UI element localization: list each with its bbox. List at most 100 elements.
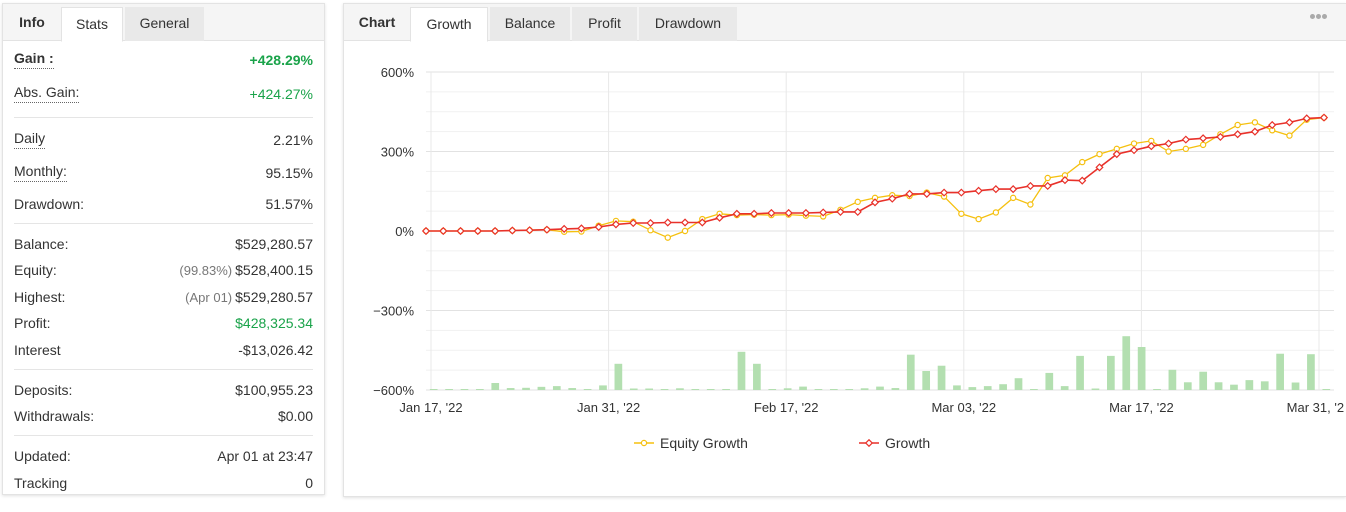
activity-bar bbox=[1214, 382, 1223, 390]
activity-bar bbox=[1183, 382, 1192, 390]
tab-profit[interactable]: Profit bbox=[572, 7, 637, 41]
activity-bar bbox=[968, 387, 977, 390]
activity-bar bbox=[460, 389, 469, 390]
growth-point bbox=[1147, 142, 1156, 151]
equity-growth-point bbox=[647, 227, 654, 234]
activity-bar bbox=[783, 388, 792, 390]
tab-stats[interactable]: Stats bbox=[61, 7, 123, 42]
activity-bar bbox=[1014, 378, 1023, 390]
growth-legend-marker bbox=[864, 438, 874, 448]
withdrawals-row: Withdrawals: $0.00 bbox=[14, 405, 313, 427]
growth-point bbox=[473, 226, 482, 236]
abs-gain-value: +424.27% bbox=[249, 86, 313, 102]
tab-general[interactable]: General bbox=[125, 7, 204, 41]
updated-row: Updated: Apr 01 at 23:47 bbox=[14, 445, 313, 467]
activity-bar bbox=[629, 388, 638, 390]
growth-point bbox=[801, 208, 811, 218]
growth-legend-label[interactable]: Growth bbox=[885, 435, 930, 451]
activity-bar bbox=[1260, 381, 1269, 390]
growth-point bbox=[922, 189, 931, 199]
growth-point bbox=[1181, 135, 1190, 144]
monthly-label[interactable]: Monthly: bbox=[14, 162, 67, 182]
equity-growth-point bbox=[1199, 141, 1207, 149]
growth-point bbox=[680, 218, 690, 227]
equity-growth-legend-label[interactable]: Equity Growth bbox=[660, 435, 748, 451]
stats-panel: Info Stats General Gain : +428.29% Abs. … bbox=[2, 3, 325, 495]
tab-drawdown[interactable]: Drawdown bbox=[639, 7, 737, 41]
x-tick-label: Jan 17, '22 bbox=[399, 400, 462, 415]
growth-point bbox=[939, 188, 949, 197]
tab-info[interactable]: Info bbox=[19, 14, 45, 30]
growth-point bbox=[646, 218, 655, 228]
interest-value: -$13,026.42 bbox=[238, 342, 313, 358]
equity-growth-point bbox=[992, 209, 1000, 216]
daily-row: Daily 2.21% bbox=[14, 129, 313, 151]
abs-gain-row: Abs. Gain: +424.27% bbox=[14, 83, 313, 105]
highest-value: $529,280.57 bbox=[235, 289, 313, 305]
growth-point bbox=[1250, 127, 1260, 136]
equity-percent: (99.83%) bbox=[179, 263, 233, 278]
growth-point bbox=[542, 225, 551, 234]
growth-point bbox=[629, 218, 638, 228]
activity-bar bbox=[937, 365, 946, 390]
activity-bar bbox=[799, 386, 807, 390]
daily-label[interactable]: Daily bbox=[14, 129, 46, 149]
equity-label: Equity: bbox=[14, 262, 57, 278]
growth-point bbox=[991, 185, 1000, 194]
activity-bar bbox=[983, 386, 992, 390]
equity-growth-legend-marker bbox=[640, 439, 648, 447]
activity-bar bbox=[522, 387, 530, 390]
drawdown-row: Drawdown: 51.57% bbox=[14, 193, 313, 215]
more-dots-icon[interactable] bbox=[1310, 14, 1328, 20]
activity-bar bbox=[1199, 371, 1208, 390]
gain-label[interactable]: Gain : bbox=[14, 49, 54, 69]
drawdown-value: 51.57% bbox=[265, 196, 313, 212]
growth-point bbox=[836, 207, 845, 217]
equity-growth-point bbox=[1286, 132, 1293, 139]
y-tick-label: −300% bbox=[373, 304, 414, 319]
y-tick-label: 300% bbox=[381, 145, 415, 160]
deposits-label: Deposits: bbox=[14, 382, 73, 398]
growth-point bbox=[698, 218, 707, 227]
growth-point bbox=[750, 209, 759, 218]
tab-chart: Chart bbox=[358, 14, 396, 30]
balance-row: Balance: $529,280.57 bbox=[14, 233, 313, 255]
highest-date: (Apr 01) bbox=[185, 290, 233, 305]
equity-growth-point bbox=[1027, 201, 1034, 208]
growth-point bbox=[490, 226, 500, 236]
activity-bar bbox=[999, 384, 1007, 390]
activity-bar bbox=[552, 386, 561, 390]
growth-point bbox=[439, 226, 448, 236]
equity-row: Equity: (99.83%) $528,400.15 bbox=[14, 259, 313, 281]
equity-growth-point bbox=[1009, 194, 1017, 202]
y-tick-label: 0% bbox=[395, 224, 414, 239]
highest-row: Highest: (Apr 01) $529,280.57 bbox=[14, 286, 313, 308]
growth-point bbox=[1026, 181, 1035, 191]
activity-bar bbox=[1137, 347, 1146, 390]
activity-bar bbox=[1045, 372, 1054, 390]
tab-growth[interactable]: Growth bbox=[410, 7, 488, 42]
growth-point bbox=[767, 208, 776, 218]
growth-point bbox=[1285, 118, 1294, 127]
growth-point bbox=[870, 198, 880, 207]
equity-growth-point bbox=[1251, 119, 1259, 126]
equity-growth-point bbox=[1079, 158, 1086, 166]
growth-point bbox=[1078, 176, 1087, 185]
activity-bar bbox=[1122, 336, 1131, 390]
x-tick-label: Feb 17, '22 bbox=[754, 400, 819, 415]
growth-point bbox=[1319, 113, 1329, 122]
tab-balance[interactable]: Balance bbox=[490, 7, 570, 41]
activity-bar bbox=[706, 389, 715, 390]
activity-bar bbox=[491, 383, 500, 390]
x-tick-label: Mar 03, '22 bbox=[931, 400, 996, 415]
gain-value: +428.29% bbox=[249, 52, 313, 68]
chart-tabbar: Chart Growth Balance Profit Drawdown bbox=[344, 4, 1346, 42]
activity-bar bbox=[922, 371, 931, 390]
activity-bar bbox=[1307, 354, 1315, 390]
growth-point bbox=[1112, 150, 1121, 159]
abs-gain-label[interactable]: Abs. Gain: bbox=[14, 83, 80, 103]
deposits-row: Deposits: $100,955.23 bbox=[14, 379, 313, 401]
equity-growth-point bbox=[958, 210, 965, 217]
profit-label: Profit: bbox=[14, 315, 51, 331]
withdrawals-label: Withdrawals: bbox=[14, 408, 95, 424]
